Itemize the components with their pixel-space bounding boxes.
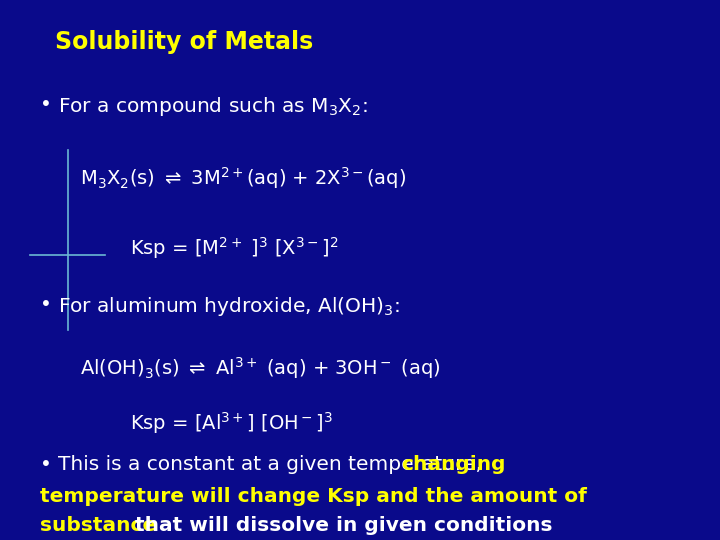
Text: Al(OH)$_3$(s) $\rightleftharpoons$ Al$^{3+}$ (aq) + 3OH$^-$ (aq): Al(OH)$_3$(s) $\rightleftharpoons$ Al$^{… xyxy=(80,355,441,381)
Text: substance: substance xyxy=(40,516,156,535)
Text: •: • xyxy=(40,455,52,474)
Text: Ksp = [M$^{2+}$ ]$^3$ [X$^{3-}$]$^2$: Ksp = [M$^{2+}$ ]$^3$ [X$^{3-}$]$^2$ xyxy=(130,235,338,261)
Text: •: • xyxy=(40,95,52,114)
Text: that will dissolve in given conditions: that will dissolve in given conditions xyxy=(128,516,552,535)
Text: This is a constant at a given temperature,: This is a constant at a given temperatur… xyxy=(58,455,488,474)
Text: temperature will change Ksp and the amount of: temperature will change Ksp and the amou… xyxy=(40,487,587,506)
Text: changing: changing xyxy=(401,455,505,474)
Text: For aluminum hydroxide, Al(OH)$_3$:: For aluminum hydroxide, Al(OH)$_3$: xyxy=(58,295,400,318)
Text: •: • xyxy=(40,295,52,314)
Text: M$_3$X$_2$(s) $\rightleftharpoons$ 3M$^{2+}$(aq) + 2X$^{3-}$(aq): M$_3$X$_2$(s) $\rightleftharpoons$ 3M$^{… xyxy=(80,165,406,191)
Text: For a compound such as M$_3$X$_2$:: For a compound such as M$_3$X$_2$: xyxy=(58,95,368,118)
Text: Ksp = [Al$^{3+}$] [OH$^-$]$^3$: Ksp = [Al$^{3+}$] [OH$^-$]$^3$ xyxy=(130,410,333,436)
Text: Solubility of Metals: Solubility of Metals xyxy=(55,30,313,54)
